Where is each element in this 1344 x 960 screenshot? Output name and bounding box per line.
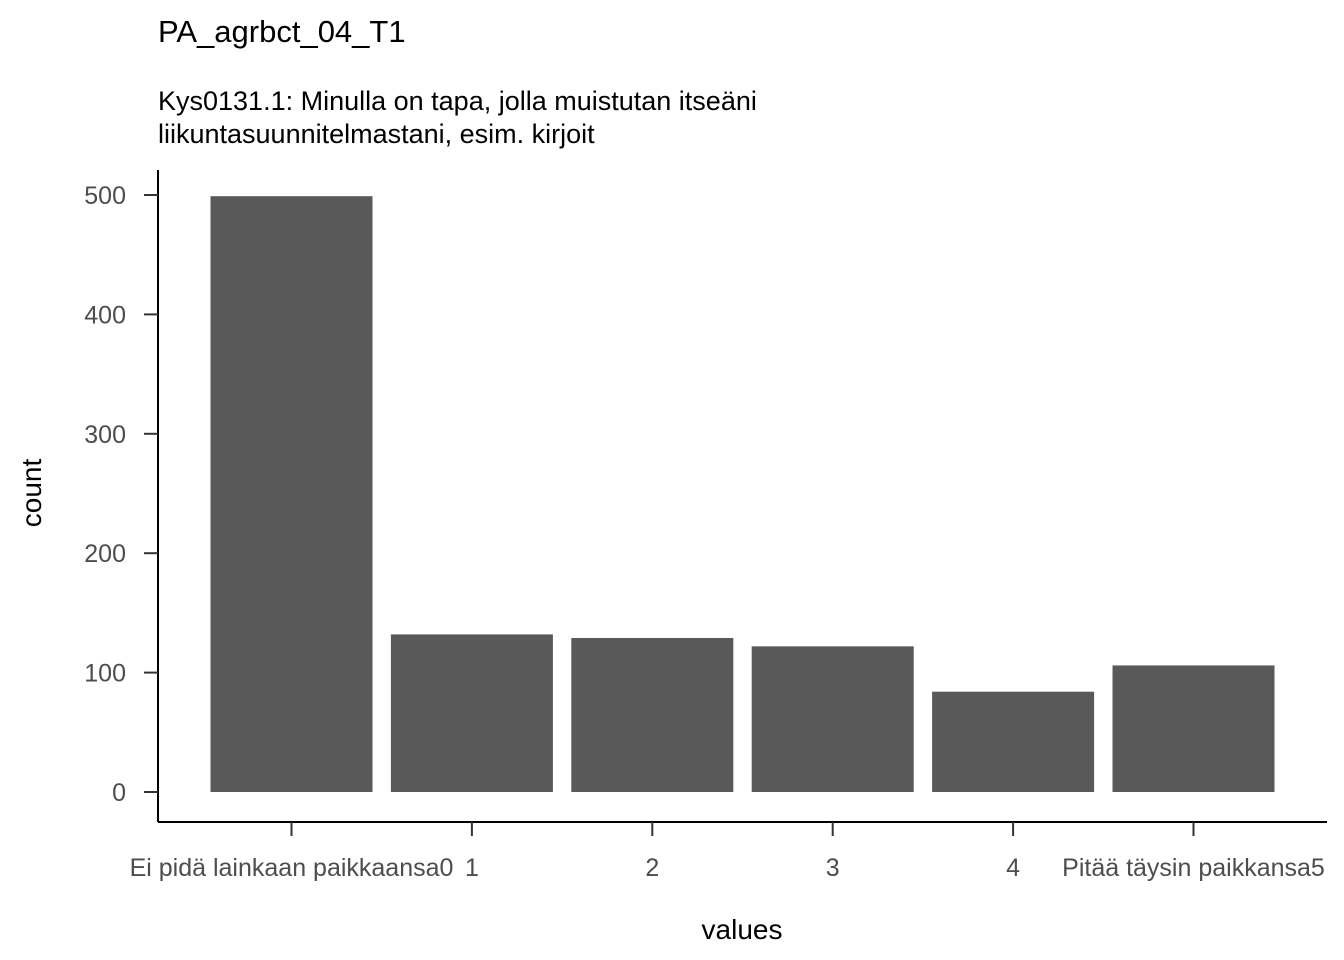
x-tick-label-5: Pitää täysin paikkansa5 bbox=[1062, 854, 1325, 882]
bar-0 bbox=[210, 196, 373, 793]
bar-4 bbox=[932, 691, 1095, 792]
bar-3 bbox=[751, 646, 914, 792]
chart-title: PA_agrbct_04_T1 bbox=[158, 14, 406, 49]
x-axis: Ei pidä lainkaan paikkaansa0 1 2 3 4 Pitää tä… bbox=[130, 821, 1327, 882]
x-tick-label-4: 4 bbox=[1006, 854, 1020, 882]
y-tick-label-3: 300 bbox=[84, 421, 126, 449]
bar-1 bbox=[390, 634, 553, 792]
chart-subtitle-line-1: Kys0131.1: Minulla on tapa, jolla muistu… bbox=[158, 86, 757, 116]
x-axis-title: values bbox=[702, 914, 783, 945]
y-axis: 0 100 200 300 400 500 bbox=[84, 170, 159, 822]
x-tick-label-3: 3 bbox=[826, 854, 840, 882]
bar-2 bbox=[571, 637, 734, 792]
chart-subtitle-line-2: liikuntasuunnitelmastani, esim. kirjoit bbox=[158, 119, 595, 149]
x-tick-label-1: 1 bbox=[465, 854, 479, 882]
bars-group bbox=[210, 196, 1275, 793]
x-tick-label-2: 2 bbox=[645, 854, 659, 882]
y-tick-label-4: 400 bbox=[84, 301, 126, 329]
y-axis-title: count bbox=[16, 459, 47, 528]
x-tick-label-0: Ei pidä lainkaan paikkaansa0 bbox=[130, 854, 454, 882]
y-tick-label-2: 200 bbox=[84, 540, 126, 568]
bar-5 bbox=[1112, 665, 1275, 792]
y-tick-label-5: 500 bbox=[84, 182, 126, 210]
y-tick-label-0: 0 bbox=[112, 779, 126, 807]
y-tick-label-1: 100 bbox=[84, 660, 126, 688]
